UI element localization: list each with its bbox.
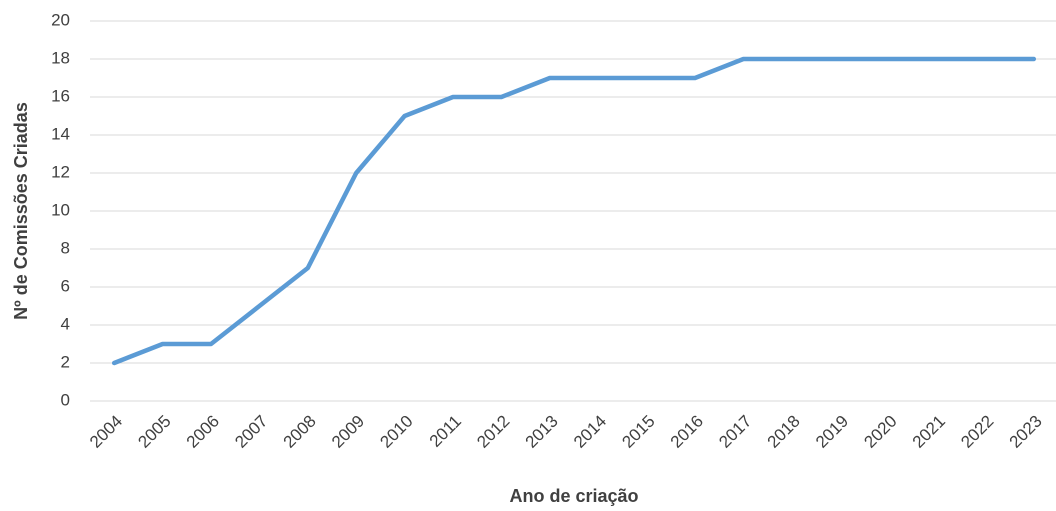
x-tick-label: 2020 xyxy=(860,412,900,452)
y-axis-title: Nº de Comissões Criadas xyxy=(11,102,31,320)
x-tick-label: 2022 xyxy=(957,412,997,452)
y-tick-label: 2 xyxy=(61,352,70,371)
y-tick-label: 14 xyxy=(51,124,70,143)
x-tick-label: 2008 xyxy=(280,412,320,452)
y-tick-label: 16 xyxy=(51,86,70,105)
x-tick-label: 2013 xyxy=(522,412,562,452)
y-tick-label: 4 xyxy=(61,314,70,333)
y-tick-label: 18 xyxy=(51,48,70,67)
x-tick-label: 2016 xyxy=(667,412,707,452)
x-tick-label: 2019 xyxy=(812,412,852,452)
x-tick-label: 2014 xyxy=(570,412,610,452)
x-tick-label: 2012 xyxy=(473,412,513,452)
x-tick-label: 2018 xyxy=(764,412,804,452)
x-tick-label: 2010 xyxy=(376,412,416,452)
y-tick-label: 20 xyxy=(51,10,70,29)
x-tick-label: 2017 xyxy=(715,412,755,452)
y-tick-label: 12 xyxy=(51,162,70,181)
x-tick-label: 2007 xyxy=(231,412,271,452)
y-tick-label: 8 xyxy=(61,238,70,257)
x-tick-label: 2009 xyxy=(328,412,368,452)
x-tick-label: 2011 xyxy=(426,412,465,451)
x-tick-label: 2021 xyxy=(909,412,949,452)
x-tick-label: 2023 xyxy=(1006,412,1046,452)
x-tick-label: 2006 xyxy=(183,412,223,452)
y-tick-label: 6 xyxy=(61,276,70,295)
y-tick-label: 10 xyxy=(51,200,70,219)
x-tick-label: 2004 xyxy=(86,412,126,452)
data-line xyxy=(111,56,1037,366)
x-axis-title: Ano de criação xyxy=(509,486,638,506)
y-tick-label: 0 xyxy=(61,390,70,409)
x-tick-label: 2005 xyxy=(134,412,174,452)
x-tick-label: 2015 xyxy=(618,412,658,452)
